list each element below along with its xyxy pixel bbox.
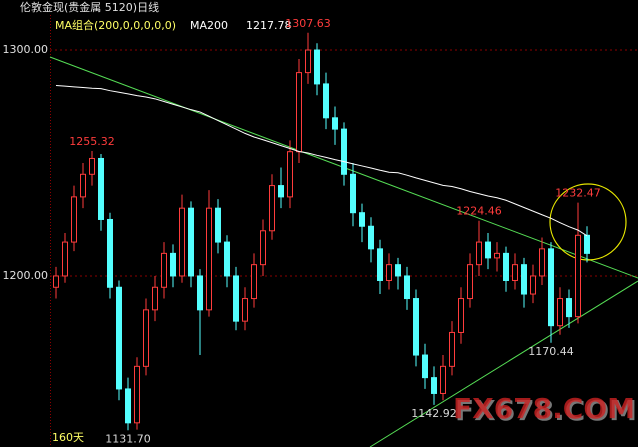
candle-body [584, 234, 590, 254]
candle-body [557, 298, 563, 327]
ma-line [55, 84, 588, 237]
candle-body [404, 275, 410, 300]
watermark: FX678.COM [453, 392, 635, 425]
candle-body [296, 72, 302, 153]
candle-body [242, 298, 248, 322]
candle-body [422, 354, 428, 379]
candle-body [332, 117, 338, 130]
legend-name: MA200 [190, 19, 228, 32]
candle-body [512, 264, 518, 281]
candle-body [431, 377, 437, 394]
high-label: 1232.47 [555, 187, 601, 200]
y-tick-label: 1200.00 [3, 269, 49, 282]
candle-body [71, 196, 77, 243]
high-label: 1307.63 [285, 17, 331, 30]
candle-body [80, 173, 86, 198]
candle-body [341, 128, 347, 175]
y-tick-label: 1300.00 [3, 43, 49, 56]
candle-body [476, 241, 482, 266]
low-label: 1131.70 [105, 432, 151, 445]
candle-body [188, 207, 194, 277]
candle-body [170, 252, 176, 277]
candle-body [125, 388, 131, 424]
low-label: 1170.44 [528, 345, 574, 358]
candle-body [368, 225, 374, 250]
legend-value: 1217.78 [246, 19, 292, 32]
candle-body [314, 49, 320, 85]
candle-body [53, 275, 59, 288]
candle-body [413, 298, 419, 356]
candle-body [350, 173, 356, 214]
chart-title: 伦敦金现(贵金属 5120)日线 [20, 0, 159, 14]
candle-body [539, 248, 545, 277]
candle-body [548, 248, 554, 327]
candle-body [134, 365, 140, 424]
candle-body [152, 286, 158, 311]
trend-line [369, 280, 638, 447]
candle-body [323, 83, 329, 119]
candle-body [575, 234, 581, 318]
candle-body [287, 151, 293, 198]
indicator-label: MA组合(200,0,0,0,0,0) [55, 18, 176, 32]
high-label: 1255.32 [69, 135, 115, 148]
period-label: 160天 [52, 431, 84, 444]
candle-body [395, 264, 401, 277]
candle-body [521, 264, 527, 295]
candle-body [494, 252, 500, 259]
candle-body [62, 241, 68, 277]
candle-body [179, 207, 185, 277]
candle-body [503, 252, 509, 281]
candle-body [377, 248, 383, 281]
candle-body [107, 218, 113, 288]
candle-body [530, 275, 536, 295]
candle-body [206, 207, 212, 311]
candle-body [98, 157, 104, 220]
candle-body [467, 264, 473, 300]
candle-body [305, 49, 311, 74]
candle-body [386, 264, 392, 281]
candle-body [89, 157, 95, 175]
low-label: 1142.92 [411, 407, 457, 420]
candle-body [233, 275, 239, 322]
candle-body [485, 241, 491, 259]
candle-body [215, 207, 221, 243]
candle-body [458, 298, 464, 333]
highlight-circle [549, 183, 627, 261]
candle-body [251, 264, 257, 300]
high-label: 1224.46 [456, 205, 502, 218]
candle-body [161, 252, 167, 288]
watermark-shadow: FX678.COM [455, 394, 637, 427]
candle-body [269, 185, 275, 232]
candle-body [143, 309, 149, 367]
candle-body [224, 241, 230, 277]
candle-body [440, 365, 446, 394]
candle-body [116, 286, 122, 390]
candle-body [566, 298, 572, 318]
candle-body [260, 230, 266, 266]
candle-body [197, 275, 203, 311]
candle-body [449, 331, 455, 367]
candle-body [278, 185, 284, 198]
candle-body [359, 212, 365, 227]
